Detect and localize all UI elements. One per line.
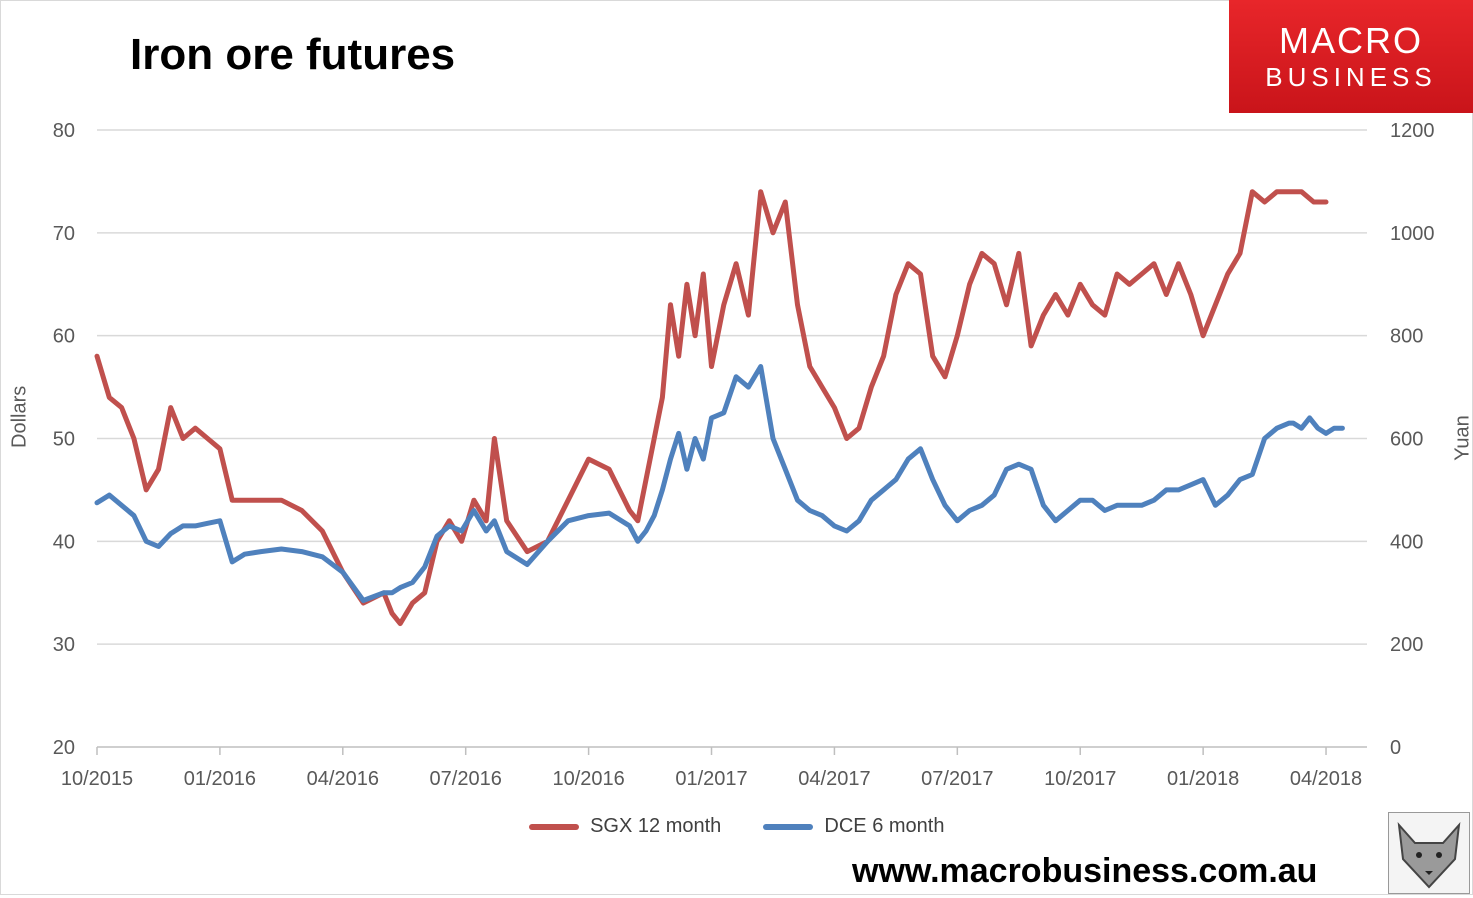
x-tick-label: 04/2016 (307, 768, 379, 790)
x-tick-label: 01/2018 (1167, 768, 1239, 790)
legend-item-dce: DCE 6 month (762, 815, 945, 838)
y2-tick-label: 1200 (1390, 120, 1435, 142)
logo-line-2: BUSINESS (1265, 62, 1437, 92)
legend: SGX 12 month DCE 6 month (0, 815, 1473, 838)
x-tick-label: 01/2016 (184, 768, 256, 790)
y2-tick-label: 800 (1390, 326, 1423, 348)
legend-swatch-dce (762, 823, 813, 830)
chart-title: Iron ore futures (130, 30, 456, 79)
y-tick-label: 40 (53, 531, 75, 553)
y2-tick-label: 1000 (1390, 223, 1435, 245)
y2-tick-label: 200 (1390, 634, 1423, 656)
y-axis-label: Dollars (8, 385, 31, 448)
x-tick-label: 04/2017 (798, 768, 870, 790)
x-tick-label: 10/2015 (61, 768, 133, 790)
y2-tick-label: 400 (1390, 531, 1423, 553)
y2-tick-label: 600 (1390, 429, 1423, 451)
x-tick-label: 10/2017 (1044, 768, 1116, 790)
y-tick-label: 70 (53, 223, 75, 245)
wolf-logo-icon (1388, 812, 1470, 894)
y-tick-label: 30 (53, 634, 75, 656)
y-axis-ticks: 20 30 40 50 60 70 80 (53, 120, 75, 759)
y-tick-label: 80 (53, 120, 75, 142)
x-tick-label: 04/2018 (1290, 768, 1362, 790)
series-lines (94, 189, 1345, 627)
y-tick-label: 50 (53, 429, 75, 451)
x-axis: 10/2015 01/2016 04/2016 07/2016 10/2016 01/20… (61, 746, 1367, 790)
x-tick-label: 07/2016 (430, 768, 502, 790)
legend-label-sgx: SGX 12 month (590, 815, 722, 837)
dce-6-month-line (94, 364, 1345, 603)
gridlines (97, 129, 1367, 645)
x-tick-label: 01/2017 (675, 768, 747, 790)
y2-axis-ticks: 0 200 400 600 800 1000 1200 (1390, 120, 1435, 759)
legend-label-dce: DCE 6 month (824, 815, 945, 837)
y-tick-label: 60 (53, 326, 75, 348)
x-tick-label: 07/2017 (921, 768, 993, 790)
website-url: www.macrobusiness.com.au (852, 852, 1318, 890)
y2-axis-label: Yuan (1451, 415, 1473, 461)
logo-line-1: MACRO (1279, 20, 1423, 61)
legend-swatch-sgx (528, 823, 579, 830)
sgx-12-month-line (94, 189, 1329, 627)
x-tick-label: 10/2016 (552, 768, 624, 790)
y-tick-label: 20 (53, 737, 75, 759)
y2-tick-label: 0 (1390, 737, 1401, 759)
legend-item-sgx: SGX 12 month (528, 815, 722, 838)
macrobusiness-logo: MACRO BUSINESS (1229, 0, 1473, 113)
